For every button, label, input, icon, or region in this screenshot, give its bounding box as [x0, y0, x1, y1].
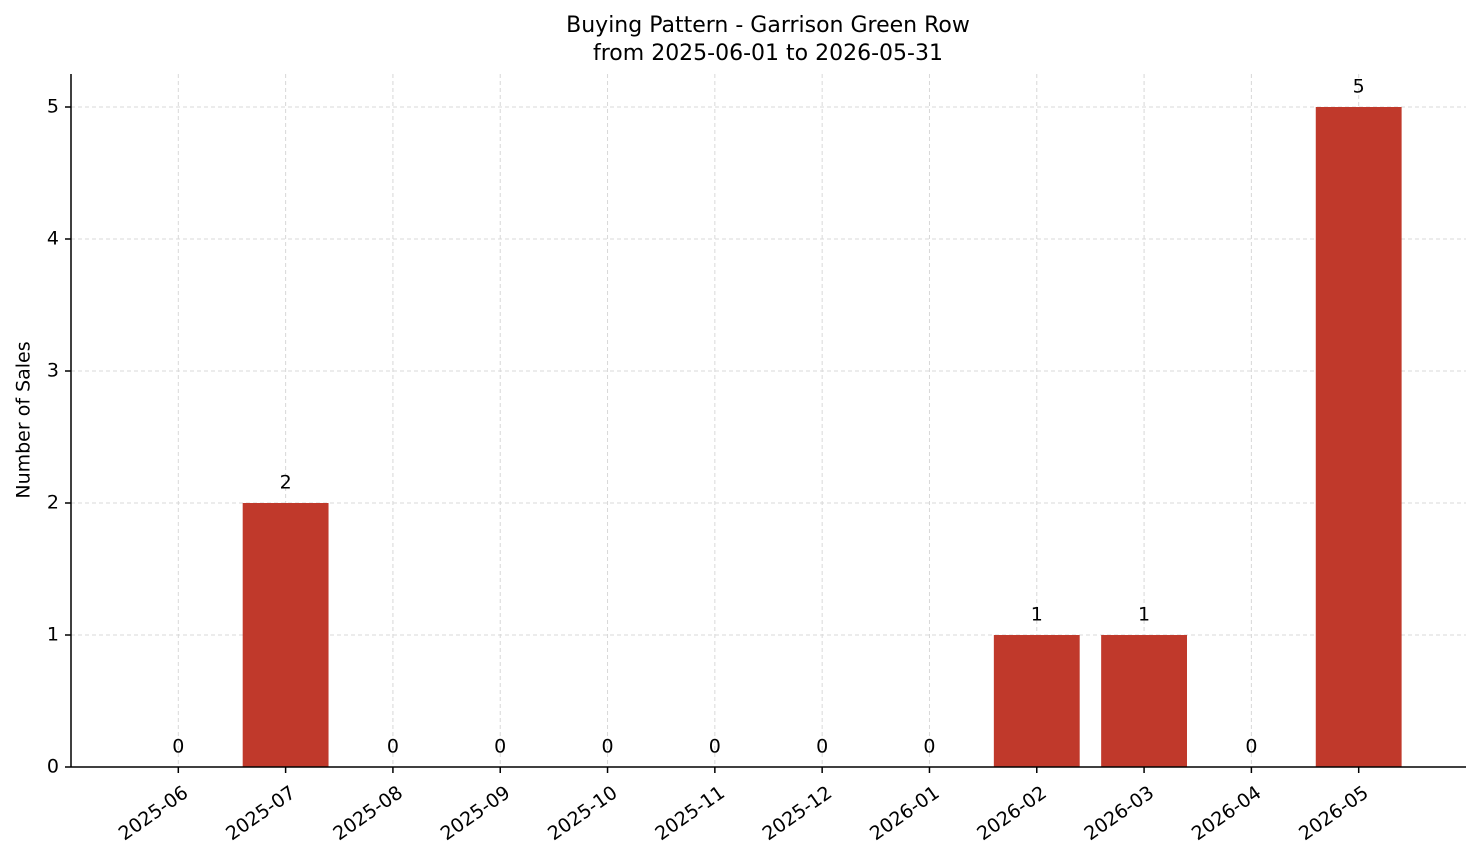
y-tick-label: 0: [47, 756, 59, 778]
value-label: 0: [172, 736, 184, 758]
y-tick-label: 5: [47, 96, 59, 118]
x-tick-label: 2026-05: [1295, 782, 1373, 846]
value-label: 0: [387, 736, 399, 758]
x-tick-label: 2025-10: [544, 782, 622, 846]
y-axis-label: Number of Sales: [13, 341, 35, 498]
x-tick-label: 2025-06: [115, 782, 193, 846]
x-tick-label: 2025-08: [329, 782, 407, 846]
bar: [993, 635, 1080, 767]
y-tick-label: 4: [47, 228, 59, 250]
value-label: 0: [923, 736, 935, 758]
bar: [1315, 107, 1402, 767]
x-tick-label: 2026-01: [866, 782, 944, 846]
value-label: 0: [494, 736, 506, 758]
x-tick-label: 2025-09: [437, 782, 515, 846]
value-label: 2: [280, 472, 292, 494]
chart-subtitle: from 2025-06-01 to 2026-05-31: [593, 41, 943, 66]
chart-title: Buying Pattern - Garrison Green Row: [566, 13, 970, 38]
value-label: 0: [601, 736, 613, 758]
value-label: 5: [1353, 76, 1365, 98]
x-tick-label: 2025-12: [759, 782, 837, 846]
value-label: 0: [709, 736, 721, 758]
value-label: 1: [1138, 604, 1150, 626]
value-label: 0: [1245, 736, 1257, 758]
y-tick-label: 1: [47, 624, 59, 646]
y-tick-label: 3: [47, 360, 59, 382]
x-tick-label: 2026-03: [1080, 782, 1158, 846]
bar: [1101, 635, 1187, 767]
x-tick-label: 2025-07: [222, 782, 300, 846]
x-tick-label: 2025-11: [651, 782, 729, 846]
bar: [242, 503, 329, 767]
y-tick-label: 2: [47, 492, 59, 514]
value-label: 1: [1031, 604, 1043, 626]
value-label: 0: [816, 736, 828, 758]
x-tick-label: 2026-04: [1188, 782, 1266, 846]
x-tick-label: 2026-02: [973, 782, 1051, 846]
